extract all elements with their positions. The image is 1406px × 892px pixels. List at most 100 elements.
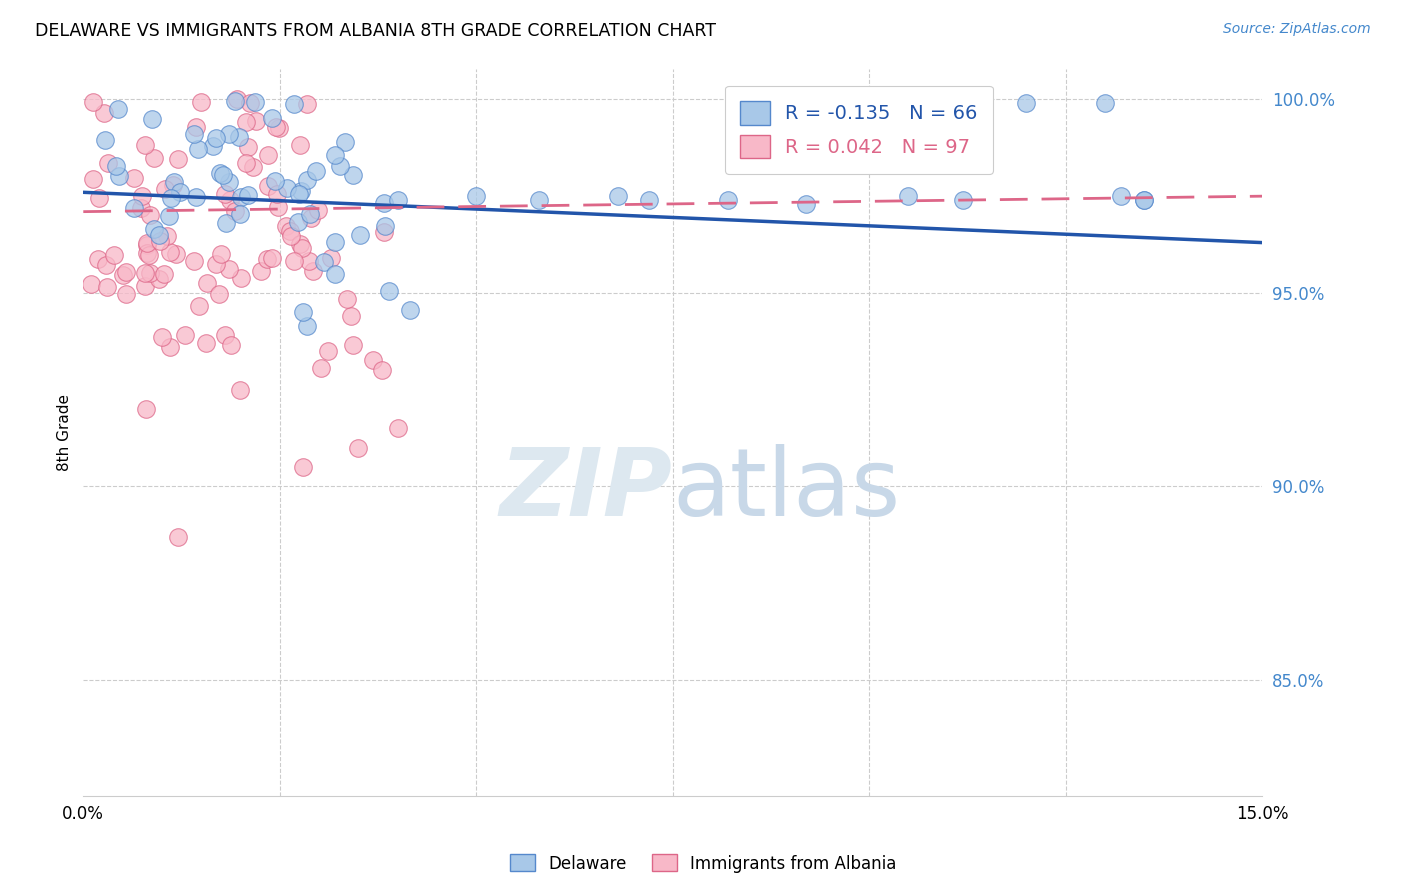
Point bbox=[1133, 193, 1156, 207]
Text: DELAWARE VS IMMIGRANTS FROM ALBANIA 8TH GRADE CORRELATION CHART: DELAWARE VS IMMIGRANTS FROM ALBANIA 8TH … bbox=[35, 22, 716, 40]
Point bbox=[266, 187, 288, 202]
Point bbox=[250, 264, 273, 278]
Point bbox=[342, 168, 364, 182]
Point bbox=[87, 252, 110, 267]
Point bbox=[93, 106, 115, 120]
Point bbox=[264, 173, 287, 187]
Point bbox=[329, 159, 352, 173]
Point bbox=[280, 229, 302, 244]
Point bbox=[242, 161, 264, 175]
Point bbox=[276, 181, 298, 195]
Point bbox=[205, 131, 228, 145]
Point bbox=[214, 186, 236, 201]
Y-axis label: 8th Grade: 8th Grade bbox=[58, 393, 72, 471]
Point bbox=[187, 299, 209, 313]
Point bbox=[148, 271, 170, 285]
Point bbox=[209, 166, 232, 180]
Point bbox=[307, 202, 329, 217]
Point bbox=[309, 361, 332, 376]
Point bbox=[321, 252, 343, 266]
Point bbox=[153, 267, 176, 281]
Text: Source: ZipAtlas.com: Source: ZipAtlas.com bbox=[1223, 22, 1371, 37]
Point bbox=[236, 188, 259, 202]
Point bbox=[298, 207, 321, 221]
Point bbox=[1015, 96, 1038, 111]
Point bbox=[138, 266, 160, 280]
Point bbox=[187, 142, 209, 156]
Point bbox=[152, 330, 174, 344]
Point bbox=[952, 193, 974, 207]
Point bbox=[290, 137, 312, 152]
Point bbox=[149, 234, 172, 248]
Point bbox=[290, 236, 312, 251]
Point bbox=[224, 204, 246, 219]
Point bbox=[266, 120, 288, 135]
Point bbox=[378, 284, 401, 298]
Point bbox=[201, 139, 224, 153]
Point bbox=[159, 245, 181, 260]
Point bbox=[1094, 96, 1116, 111]
Point bbox=[211, 168, 233, 182]
Point bbox=[292, 305, 315, 319]
Point bbox=[278, 224, 301, 238]
Point bbox=[195, 276, 218, 290]
Point bbox=[897, 189, 920, 203]
Point bbox=[314, 254, 336, 268]
Point bbox=[283, 96, 305, 111]
Point bbox=[107, 103, 129, 117]
Point bbox=[114, 286, 136, 301]
Point bbox=[219, 193, 242, 207]
Point bbox=[291, 242, 314, 256]
Point bbox=[339, 309, 361, 323]
Text: ZIP: ZIP bbox=[499, 444, 672, 536]
Point bbox=[94, 258, 117, 272]
Point bbox=[1133, 193, 1156, 207]
Point bbox=[205, 257, 228, 271]
Point bbox=[159, 340, 181, 354]
Point bbox=[184, 120, 207, 135]
Point bbox=[159, 191, 181, 205]
Point bbox=[94, 133, 117, 147]
Point bbox=[165, 247, 187, 261]
Point bbox=[166, 153, 188, 167]
Point bbox=[235, 156, 257, 170]
Point bbox=[229, 207, 252, 221]
Point bbox=[229, 383, 252, 397]
Point bbox=[115, 265, 138, 279]
Point bbox=[169, 185, 191, 199]
Point bbox=[226, 92, 249, 106]
Point bbox=[111, 268, 134, 282]
Point bbox=[276, 219, 298, 233]
Point bbox=[134, 278, 156, 293]
Point bbox=[297, 97, 319, 112]
Text: atlas: atlas bbox=[672, 444, 901, 536]
Point bbox=[221, 337, 243, 351]
Point bbox=[295, 318, 318, 333]
Point bbox=[103, 247, 125, 261]
Point bbox=[156, 229, 179, 244]
Point bbox=[162, 178, 184, 192]
Legend: Delaware, Immigrants from Albania: Delaware, Immigrants from Albania bbox=[503, 847, 903, 880]
Point bbox=[297, 173, 319, 187]
Point bbox=[209, 247, 232, 261]
Point bbox=[257, 147, 280, 161]
Point bbox=[143, 151, 166, 165]
Point bbox=[260, 251, 283, 265]
Point bbox=[301, 264, 323, 278]
Point bbox=[89, 191, 111, 205]
Point bbox=[218, 127, 240, 141]
Point bbox=[131, 189, 153, 203]
Point bbox=[96, 279, 118, 293]
Point bbox=[218, 262, 240, 277]
Point bbox=[163, 175, 186, 189]
Point bbox=[292, 459, 315, 474]
Point bbox=[235, 114, 257, 128]
Point bbox=[153, 181, 176, 195]
Point bbox=[224, 94, 246, 108]
Point bbox=[373, 225, 395, 239]
Point bbox=[336, 292, 359, 306]
Point bbox=[305, 164, 328, 178]
Point bbox=[318, 344, 340, 359]
Point bbox=[138, 247, 160, 261]
Point bbox=[245, 114, 267, 128]
